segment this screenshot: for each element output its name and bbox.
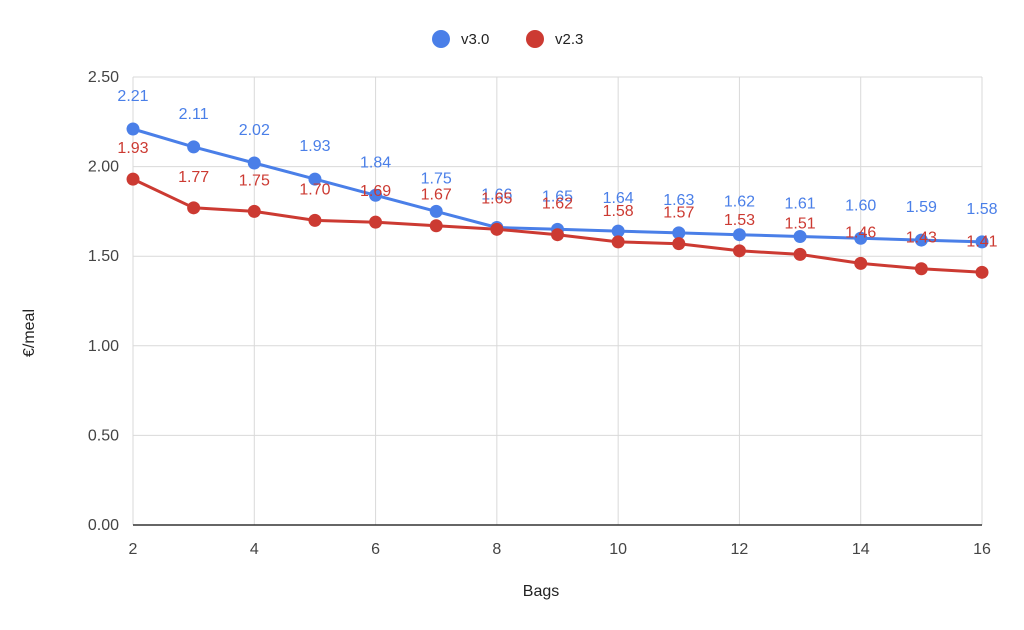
data-label-v3.0: 2.02 [239, 122, 270, 139]
x-tick-label: 4 [250, 541, 259, 558]
data-label-v3.0: 1.65 [542, 188, 573, 205]
data-point-v2.3 [308, 213, 322, 227]
y-tick-label: 1.50 [88, 248, 119, 265]
data-label-v3.0: 2.21 [117, 88, 148, 105]
data-label-v2.3: 1.57 [663, 205, 694, 222]
y-axis-title: €/meal [21, 309, 38, 357]
data-label-v2.3: 1.70 [299, 181, 330, 198]
data-point-v3.0 [793, 229, 807, 243]
x-tick-label: 10 [609, 541, 627, 558]
data-point-v3.0 [429, 204, 443, 218]
data-label-v2.3: 1.65 [481, 190, 512, 207]
x-tick-label: 16 [973, 541, 991, 558]
data-point-v2.3 [429, 219, 443, 233]
data-label-v3.0: 1.61 [785, 195, 816, 212]
data-label-v2.3: 1.46 [845, 224, 876, 241]
data-label-v2.3: 1.41 [966, 233, 997, 250]
data-label-v2.3: 1.62 [542, 196, 573, 213]
data-label-v2.3: 1.93 [117, 140, 148, 157]
data-label-v3.0: 1.60 [845, 197, 876, 214]
x-tick-label: 2 [129, 541, 138, 558]
y-tick-label: 2.00 [88, 159, 119, 176]
data-point-v3.0 [369, 188, 383, 202]
data-label-v3.0: 1.64 [603, 190, 634, 207]
data-label-v3.0: 2.11 [179, 106, 209, 123]
data-point-v3.0 [247, 156, 261, 170]
data-label-v3.0: 1.63 [663, 192, 694, 209]
data-label-v3.0: 1.59 [906, 199, 937, 216]
data-point-v2.3 [187, 201, 201, 215]
data-label-v3.0: 1.75 [421, 170, 452, 187]
legend-v3.0-marker [432, 30, 450, 48]
data-point-v2.3 [975, 265, 989, 279]
y-tick-label: 1.00 [88, 338, 119, 355]
data-point-v2.3 [490, 222, 504, 236]
x-tick-label: 12 [731, 541, 749, 558]
legend-v2.3-marker [526, 30, 544, 48]
data-label-v2.3: 1.53 [724, 212, 755, 229]
data-point-v2.3 [126, 172, 140, 186]
data-point-v3.0 [914, 233, 928, 247]
data-point-v3.0 [975, 235, 989, 249]
data-label-v3.0: 1.58 [966, 201, 997, 218]
data-label-v3.0: 1.84 [360, 154, 391, 171]
data-point-v3.0 [126, 122, 140, 136]
data-point-v2.3 [732, 244, 746, 258]
data-point-v3.0 [854, 231, 868, 245]
data-label-v3.0: 1.93 [299, 138, 330, 155]
x-tick-label: 8 [492, 541, 501, 558]
data-label-v2.3: 1.51 [785, 215, 816, 232]
data-label-v2.3: 1.58 [603, 203, 634, 220]
data-point-v2.3 [914, 262, 928, 276]
data-point-v2.3 [672, 237, 686, 251]
x-tick-label: 14 [852, 541, 870, 558]
legend-label: v2.3 [555, 31, 583, 48]
y-tick-label: 2.50 [88, 69, 119, 86]
data-label-v2.3: 1.67 [421, 187, 452, 204]
data-label-v2.3: 1.77 [178, 169, 209, 186]
data-point-v3.0 [611, 224, 625, 238]
legend-label: v3.0 [461, 31, 489, 48]
data-point-v2.3 [247, 204, 261, 218]
data-label-v3.0: 1.62 [724, 194, 755, 211]
x-axis-title: Bags [523, 583, 559, 600]
data-label-v2.3: 1.75 [239, 172, 270, 189]
data-point-v3.0 [672, 226, 686, 240]
y-tick-label: 0.00 [88, 517, 119, 534]
data-point-v2.3 [551, 228, 564, 242]
data-point-v3.0 [732, 228, 746, 242]
legend: v3.0 v2.3 [432, 30, 583, 48]
data-point-v2.3 [854, 256, 868, 270]
y-tick-label: 0.50 [88, 427, 119, 444]
x-tick-label: 6 [371, 541, 380, 558]
data-label-v2.3: 1.43 [906, 230, 937, 247]
data-point-v2.3 [369, 215, 383, 229]
data-label-v2.3: 1.69 [360, 183, 391, 200]
data-point-v3.0 [187, 140, 201, 154]
data-label-v3.0: 1.66 [481, 187, 512, 204]
data-point-v2.3 [793, 247, 807, 261]
data-point-v3.0 [308, 172, 322, 186]
data-point-v2.3 [611, 235, 625, 249]
